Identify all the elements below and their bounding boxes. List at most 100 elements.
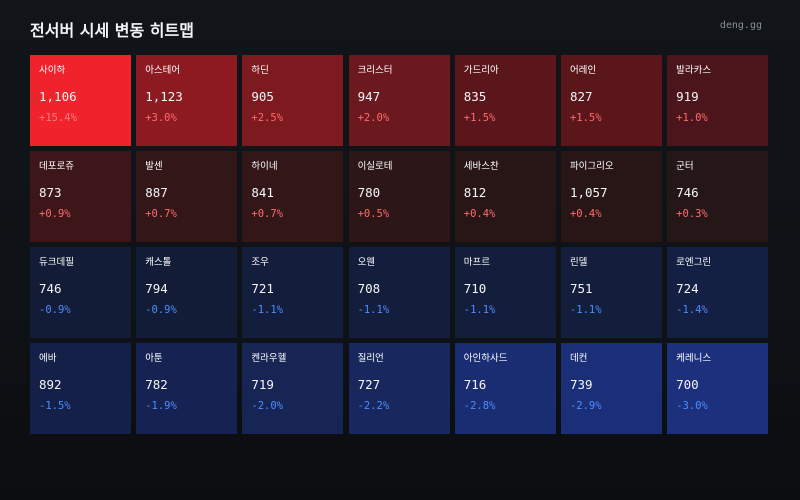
server-tile[interactable]: 데컨 739 -2.9%	[560, 343, 662, 434]
price-change: -2.2%	[357, 400, 390, 412]
server-name: 린델	[569, 257, 588, 268]
server-name: 발라카스	[676, 65, 712, 76]
server-price: 841	[251, 185, 274, 200]
server-tile[interactable]: 이실로테 780 +0.5%	[348, 151, 450, 242]
server-name: 하딘	[251, 65, 269, 76]
server-price: 1,123	[145, 89, 183, 104]
price-change: +0.7%	[251, 208, 283, 220]
server-name: 군터	[676, 161, 694, 172]
price-change: -1.5%	[39, 400, 71, 412]
price-change: +1.5%	[463, 112, 496, 124]
server-price: 947	[357, 89, 381, 104]
server-name: 듀크데필	[39, 257, 74, 268]
server-name: 데컨	[569, 353, 588, 364]
server-price: 794	[145, 281, 168, 296]
price-change: -0.9%	[39, 304, 71, 316]
price-change: -1.1%	[463, 304, 496, 316]
server-tile[interactable]: 오웬 708 -1.1%	[348, 247, 450, 338]
price-change: +0.4%	[569, 208, 602, 220]
server-tile[interactable]: 하이네 841 +0.7%	[242, 151, 344, 242]
price-change: +2.5%	[251, 112, 283, 124]
server-price: 724	[676, 281, 699, 296]
server-tile[interactable]: 세바스찬 812 +0.4%	[454, 151, 556, 242]
server-name: 아인하사드	[463, 353, 508, 364]
site-label[interactable]: deng.gg	[719, 20, 762, 31]
server-name: 크리스터	[357, 65, 393, 76]
server-tile[interactable]: 케레니스 700 -3.0%	[667, 343, 769, 434]
server-price: 892	[39, 377, 62, 392]
server-tile[interactable]: 켄라우헬 719 -2.0%	[242, 343, 344, 434]
server-price: 780	[357, 185, 381, 200]
server-tile[interactable]: 아스테어 1,123 +3.0%	[136, 55, 238, 146]
server-price: 721	[251, 281, 274, 296]
server-name: 가드리아	[463, 65, 499, 76]
heatmap-grid: 사이하 1,106 +15.4% 아스테어 1,123 +3.0% 하딘 905 +2.5% 크리…	[30, 55, 769, 434]
server-name: 로엔그린	[676, 257, 712, 268]
price-change: -1.1%	[569, 304, 602, 316]
server-tile[interactable]: 조우 721 -1.1%	[242, 247, 344, 338]
price-change: -1.4%	[676, 304, 708, 316]
server-price: 710	[463, 281, 487, 296]
server-tile[interactable]: 데포로쥬 873 +0.9%	[30, 151, 131, 242]
price-change: +2.0%	[357, 112, 390, 124]
price-change: +0.9%	[39, 208, 71, 220]
server-tile[interactable]: 아인하사드 716 -2.8%	[454, 343, 556, 434]
server-tile[interactable]: 사이하 1,106 +15.4%	[30, 55, 131, 146]
server-name: 발센	[145, 161, 163, 172]
server-name: 캐스톨	[145, 257, 172, 268]
price-change: -1.1%	[357, 304, 390, 316]
server-tile[interactable]: 어레인 827 +1.5%	[560, 55, 662, 146]
server-tile[interactable]: 에바 892 -1.5%	[30, 343, 131, 434]
server-tile[interactable]: 질리언 727 -2.2%	[348, 343, 450, 434]
server-name: 케레니스	[676, 353, 712, 364]
server-tile[interactable]: 마프르 710 -1.1%	[454, 247, 556, 338]
server-name: 파이그리오	[569, 161, 614, 172]
server-name: 아스테어	[145, 65, 181, 76]
server-price: 746	[676, 185, 699, 200]
server-price: 708	[357, 281, 381, 296]
server-name: 오웬	[357, 257, 376, 268]
server-tile[interactable]: 파이그리오 1,057 +0.4%	[560, 151, 662, 242]
server-price: 751	[569, 281, 593, 296]
server-name: 켄라우헬	[251, 353, 287, 364]
server-name: 사이하	[39, 65, 66, 76]
server-price: 739	[569, 377, 593, 392]
server-tile[interactable]: 하딘 905 +2.5%	[242, 55, 344, 146]
server-tile[interactable]: 린델 751 -1.1%	[560, 247, 662, 338]
server-name: 에바	[39, 353, 57, 364]
server-tile[interactable]: 캐스톨 794 -0.9%	[136, 247, 238, 338]
server-tile[interactable]: 듀크데필 746 -0.9%	[30, 247, 131, 338]
server-price: 1,106	[39, 89, 77, 104]
server-tile[interactable]: 군터 746 +0.3%	[667, 151, 769, 242]
price-change: +1.0%	[676, 112, 708, 124]
server-price: 700	[676, 377, 699, 392]
server-tile[interactable]: 발라카스 919 +1.0%	[667, 55, 769, 146]
price-change: -3.0%	[676, 400, 708, 412]
server-price: 716	[463, 377, 487, 392]
price-change: +0.3%	[676, 208, 708, 220]
server-name: 아툰	[145, 353, 163, 364]
server-price: 782	[145, 377, 168, 392]
price-change: -1.1%	[251, 304, 283, 316]
server-tile[interactable]: 발센 887 +0.7%	[136, 151, 238, 242]
server-price: 719	[251, 377, 274, 392]
server-tile[interactable]: 아툰 782 -1.9%	[136, 343, 238, 434]
server-price: 812	[463, 185, 487, 200]
server-name: 조우	[251, 257, 269, 268]
page-title: 전서버 시세 변동 히트맵	[30, 21, 194, 40]
price-change: +1.5%	[569, 112, 602, 124]
price-change: +0.4%	[463, 208, 496, 220]
price-change: +3.0%	[145, 112, 177, 124]
server-name: 하이네	[251, 161, 278, 172]
server-price: 746	[39, 281, 62, 296]
server-price: 1,057	[569, 185, 608, 200]
price-change: -1.9%	[145, 400, 177, 412]
server-tile[interactable]: 크리스터 947 +2.0%	[348, 55, 450, 146]
server-price: 887	[145, 185, 168, 200]
server-tile[interactable]: 가드리아 835 +1.5%	[454, 55, 556, 146]
price-change: +15.4%	[39, 112, 77, 124]
server-name: 질리언	[357, 353, 384, 364]
server-price: 835	[463, 89, 487, 104]
server-tile[interactable]: 로엔그린 724 -1.4%	[667, 247, 769, 338]
price-change: +0.7%	[145, 208, 177, 220]
